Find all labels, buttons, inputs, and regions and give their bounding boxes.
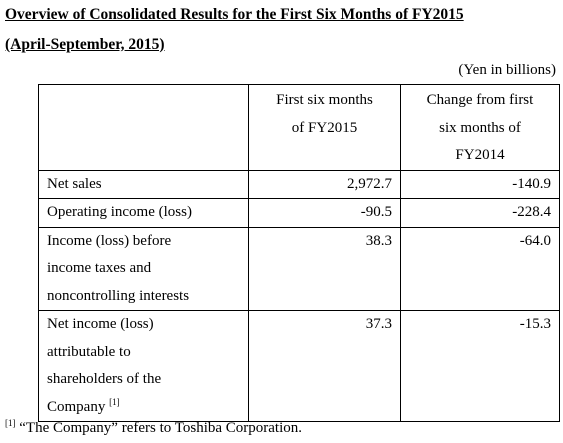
footnote-text: “The Company” refers to Toshiba Corporat… bbox=[19, 420, 303, 436]
row-label: Income (loss) before income taxes and nonc… bbox=[38, 226, 249, 311]
text-line: Net income (loss) bbox=[47, 316, 154, 332]
value-cell: 38.3 bbox=[248, 226, 401, 311]
header-row: First six months of FY2015 Change from fir… bbox=[38, 84, 560, 171]
header-cell: Change from first six months of FY2014 bbox=[400, 84, 560, 171]
row-label: Net sales bbox=[38, 169, 249, 199]
data-row: Net sales 2,972.7 -140.9 bbox=[38, 169, 560, 199]
value-cell: 2,972.7 bbox=[248, 169, 401, 199]
title: Overview of Consolidated Results for the… bbox=[5, 6, 464, 23]
text-line: attributable to bbox=[47, 343, 131, 360]
subtitle: (April-September, 2015) bbox=[5, 36, 165, 53]
text-line: noncontrolling interests bbox=[47, 287, 190, 304]
value-cell: -140.9 bbox=[400, 169, 560, 199]
value-cell: -15.3 bbox=[400, 310, 560, 422]
value-cell: -228.4 bbox=[400, 198, 560, 228]
header-cell: First six months of FY2015 bbox=[248, 84, 401, 171]
text-line: Change from first bbox=[426, 92, 534, 108]
text-line: Operating income (loss) bbox=[47, 204, 192, 220]
footnote-marker: [1] bbox=[5, 418, 16, 428]
row-label: Operating income (loss) bbox=[38, 198, 249, 228]
text-line: Net sales bbox=[47, 175, 102, 192]
data-row: Net income (loss) attributable to sharehol… bbox=[38, 310, 560, 422]
data-row: Income (loss) before income taxes and nonc… bbox=[38, 226, 560, 311]
unit-note: (Yen in billions) bbox=[458, 62, 556, 78]
header-cell bbox=[38, 84, 249, 171]
text-line: income taxes and bbox=[47, 260, 152, 276]
value-cell: -90.5 bbox=[248, 198, 401, 228]
note-ref: [1] bbox=[109, 396, 120, 407]
results-table: First six months of FY2015 Change from fir… bbox=[38, 84, 560, 422]
row-label: Net income (loss) attributable to sharehol… bbox=[38, 310, 249, 422]
text-line: Company bbox=[47, 398, 106, 415]
text-line: six months of bbox=[439, 119, 521, 136]
text-line: First six months bbox=[276, 92, 373, 108]
text-line: FY2014 bbox=[455, 147, 505, 163]
data-row: Operating income (loss) -90.5 -228.4 bbox=[38, 198, 560, 228]
footnote: [1] “The Company” refers to Toshiba Corp… bbox=[5, 418, 303, 437]
value-cell: 37.3 bbox=[248, 310, 401, 422]
text-line: of FY2015 bbox=[291, 119, 358, 136]
text-line: Income (loss) before bbox=[47, 232, 172, 249]
table-body: First six months of FY2015 Change from fir… bbox=[38, 84, 560, 422]
value-cell: -64.0 bbox=[400, 226, 560, 311]
text-line: shareholders of the bbox=[47, 371, 162, 387]
